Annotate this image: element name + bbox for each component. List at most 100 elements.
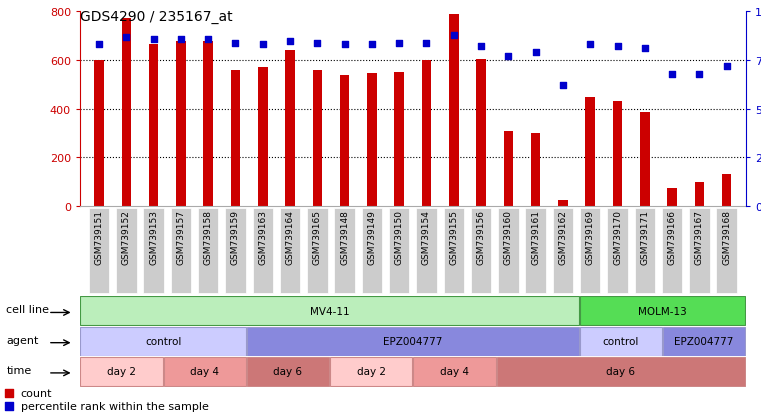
FancyBboxPatch shape: [497, 357, 745, 386]
Point: [638, 46, 651, 52]
Text: day 2: day 2: [357, 366, 386, 377]
FancyBboxPatch shape: [444, 208, 464, 294]
FancyBboxPatch shape: [247, 357, 329, 386]
Point: [530, 50, 542, 57]
Bar: [285, 51, 295, 206]
Point: [502, 54, 514, 60]
Bar: [667, 188, 677, 206]
Text: GSM739159: GSM739159: [231, 209, 240, 264]
Bar: [449, 15, 459, 206]
Bar: [476, 60, 486, 206]
Bar: [613, 102, 622, 206]
FancyBboxPatch shape: [81, 297, 579, 326]
Point: [721, 64, 733, 70]
Bar: [640, 113, 650, 206]
FancyBboxPatch shape: [81, 357, 163, 386]
FancyBboxPatch shape: [662, 208, 683, 294]
FancyBboxPatch shape: [663, 327, 745, 356]
Point: [557, 83, 569, 90]
Point: [256, 42, 269, 49]
Point: [339, 42, 351, 49]
Bar: [695, 182, 704, 206]
Bar: [504, 131, 513, 206]
Text: GSM739154: GSM739154: [422, 209, 431, 264]
Text: GSM739158: GSM739158: [204, 209, 212, 264]
FancyBboxPatch shape: [525, 208, 546, 294]
Point: [584, 42, 597, 49]
FancyBboxPatch shape: [225, 208, 246, 294]
FancyBboxPatch shape: [689, 208, 709, 294]
Text: MV4-11: MV4-11: [310, 306, 349, 316]
Text: GSM739156: GSM739156: [476, 209, 486, 264]
Text: GSM739150: GSM739150: [395, 209, 403, 264]
Text: day 4: day 4: [190, 366, 219, 377]
Text: GSM739149: GSM739149: [368, 209, 377, 264]
Text: EPZ004777: EPZ004777: [674, 336, 734, 347]
FancyBboxPatch shape: [607, 208, 628, 294]
Bar: [585, 97, 595, 206]
FancyBboxPatch shape: [580, 327, 662, 356]
Text: GSM739162: GSM739162: [559, 209, 568, 264]
Point: [305, 335, 317, 342]
FancyBboxPatch shape: [552, 208, 573, 294]
Text: GSM739171: GSM739171: [640, 209, 649, 264]
Bar: [176, 42, 186, 206]
Text: GSM739169: GSM739169: [586, 209, 595, 264]
Bar: [149, 45, 158, 206]
Text: GSM739157: GSM739157: [177, 209, 186, 264]
FancyBboxPatch shape: [81, 327, 246, 356]
Point: [284, 38, 296, 45]
Text: day 6: day 6: [607, 366, 635, 377]
FancyBboxPatch shape: [580, 297, 745, 326]
Point: [393, 40, 406, 47]
Point: [420, 40, 432, 47]
FancyBboxPatch shape: [170, 208, 191, 294]
FancyBboxPatch shape: [716, 208, 737, 294]
Bar: [94, 61, 103, 206]
Text: GSM739161: GSM739161: [531, 209, 540, 264]
Bar: [722, 175, 731, 206]
Text: GSM739151: GSM739151: [94, 209, 103, 264]
Point: [611, 44, 623, 51]
Text: cell line: cell line: [6, 305, 49, 315]
FancyBboxPatch shape: [253, 208, 273, 294]
Point: [202, 36, 215, 43]
Text: control: control: [603, 336, 639, 347]
FancyBboxPatch shape: [164, 357, 246, 386]
FancyBboxPatch shape: [413, 357, 495, 386]
FancyBboxPatch shape: [361, 208, 382, 294]
Text: percentile rank within the sample: percentile rank within the sample: [21, 401, 209, 411]
Text: GSM739155: GSM739155: [449, 209, 458, 264]
Point: [305, 213, 317, 220]
FancyBboxPatch shape: [580, 208, 600, 294]
Text: day 2: day 2: [107, 366, 136, 377]
FancyBboxPatch shape: [89, 208, 110, 294]
Text: GSM739164: GSM739164: [285, 209, 295, 264]
Text: GSM739153: GSM739153: [149, 209, 158, 264]
Bar: [367, 74, 377, 206]
Point: [693, 71, 705, 78]
Text: time: time: [6, 365, 32, 375]
Text: GSM739165: GSM739165: [313, 209, 322, 264]
FancyBboxPatch shape: [416, 208, 437, 294]
FancyBboxPatch shape: [471, 208, 492, 294]
FancyBboxPatch shape: [198, 208, 218, 294]
Text: GSM739166: GSM739166: [667, 209, 677, 264]
Text: day 6: day 6: [273, 366, 302, 377]
Bar: [531, 134, 540, 206]
Point: [148, 36, 160, 43]
Point: [447, 32, 460, 39]
Point: [229, 40, 241, 47]
Point: [93, 42, 105, 49]
Bar: [340, 76, 349, 206]
FancyBboxPatch shape: [143, 208, 164, 294]
Text: GSM739167: GSM739167: [695, 209, 704, 264]
FancyBboxPatch shape: [389, 208, 409, 294]
FancyBboxPatch shape: [307, 208, 327, 294]
Bar: [231, 71, 240, 206]
Text: GDS4290 / 235167_at: GDS4290 / 235167_at: [80, 10, 233, 24]
FancyBboxPatch shape: [247, 327, 579, 356]
Text: control: control: [145, 336, 181, 347]
Text: day 4: day 4: [440, 366, 469, 377]
Bar: [313, 71, 322, 206]
